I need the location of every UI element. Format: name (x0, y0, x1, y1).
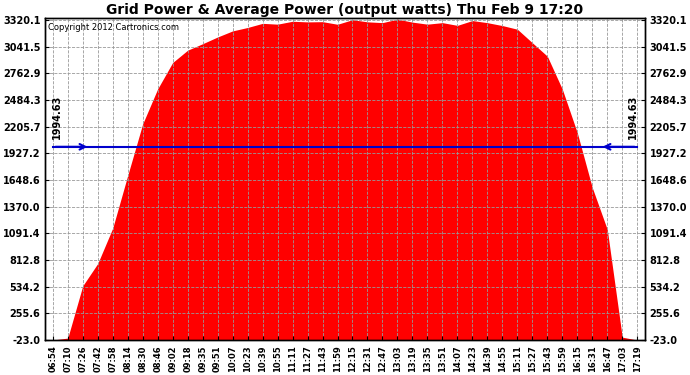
Title: Grid Power & Average Power (output watts) Thu Feb 9 17:20: Grid Power & Average Power (output watts… (106, 3, 584, 17)
Text: 1994.63: 1994.63 (628, 95, 638, 139)
Text: Copyright 2012 Cartronics.com: Copyright 2012 Cartronics.com (48, 23, 179, 32)
Text: 1994.63: 1994.63 (52, 95, 62, 139)
